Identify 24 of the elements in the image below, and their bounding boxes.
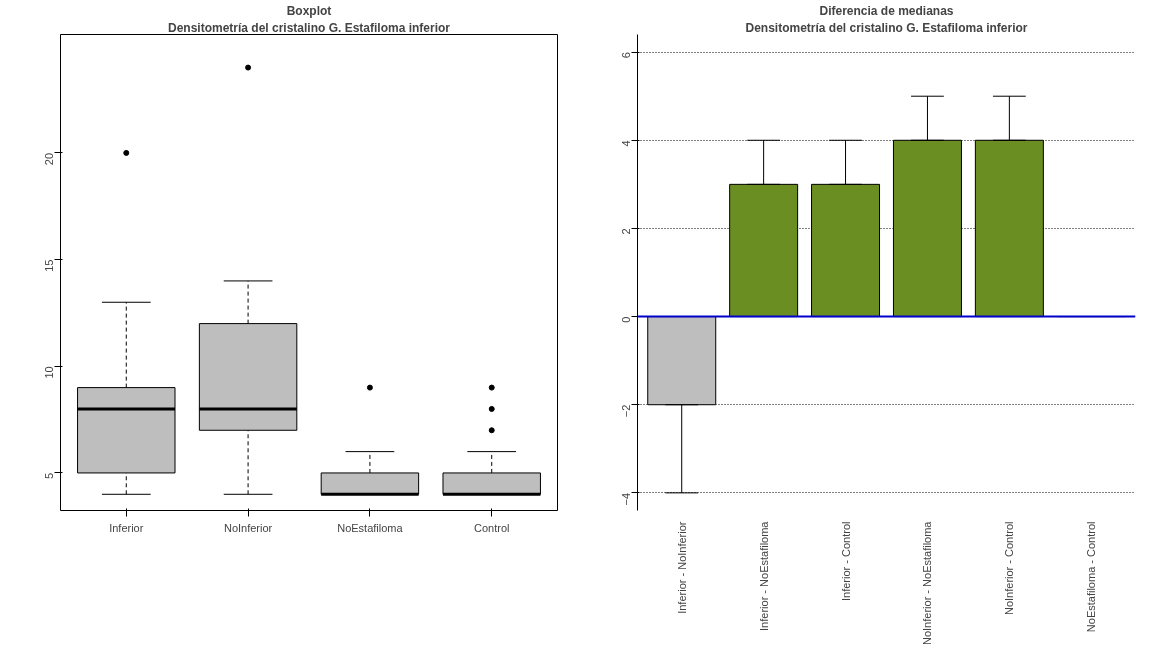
y-tick-label: 15 [43, 259, 56, 272]
y-tick-label: −4 [620, 492, 633, 506]
x-tick-label: NoInferior - NoEstafiloma [921, 520, 934, 645]
chart-subtitle: Densitometría del cristalino G. Estafiloma inferior [745, 20, 1028, 35]
y-tick-label: 4 [620, 140, 633, 147]
chart-title: Diferencia de medianas [819, 3, 954, 18]
y-tick-label: 10 [43, 366, 56, 379]
x-tick-label: NoInferior - Control [1003, 521, 1016, 616]
x-tick-label: NoEstafiloma - Control [1085, 521, 1098, 633]
x-tick-label: NoInferior [223, 521, 273, 534]
chart-subtitle: Densitometría del cristalino G. Estafiloma inferior [167, 20, 451, 35]
y-tick-label: −2 [620, 404, 633, 418]
x-tick-label: Inferior - NoEstafiloma [757, 520, 770, 631]
y-tick-label: 2 [620, 228, 633, 235]
chart-title: Boxplot [286, 3, 332, 18]
y-tick-label: 20 [43, 152, 56, 166]
y-tick-label: 0 [620, 316, 633, 323]
x-tick-label: Inferior [109, 521, 144, 534]
x-tick-label: NoEstafiloma [337, 521, 404, 534]
x-tick-label: Inferior - NoInferior [675, 521, 688, 614]
x-tick-label: Control [473, 521, 510, 534]
y-tick-label: 6 [620, 52, 633, 59]
x-tick-label: Inferior - Control [839, 521, 852, 601]
y-tick-label: 5 [43, 472, 56, 480]
